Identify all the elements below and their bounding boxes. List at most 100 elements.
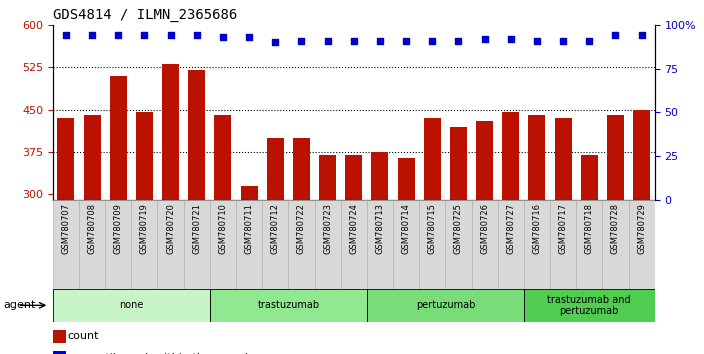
Bar — [476, 121, 493, 200]
Bar — [550, 200, 576, 289]
Text: trastuzumab and
pertuzumab: trastuzumab and pertuzumab — [548, 295, 631, 316]
Text: GSM780717: GSM780717 — [558, 202, 567, 254]
Text: GSM780727: GSM780727 — [506, 202, 515, 254]
Text: GSM780724: GSM780724 — [349, 202, 358, 253]
Text: pertuzumab: pertuzumab — [415, 300, 475, 310]
Point — [505, 36, 517, 42]
Point — [61, 33, 72, 38]
Text: GSM780719: GSM780719 — [140, 202, 149, 253]
Text: GSM780721: GSM780721 — [192, 202, 201, 253]
Point — [218, 34, 229, 40]
Text: none: none — [119, 300, 144, 310]
Bar — [267, 138, 284, 200]
Point — [453, 38, 464, 44]
Bar — [110, 76, 127, 200]
Bar — [162, 64, 179, 200]
Bar — [581, 155, 598, 200]
Bar — [319, 155, 336, 200]
Bar — [53, 200, 79, 289]
Point — [191, 33, 202, 38]
Bar — [58, 118, 75, 200]
Text: GSM780720: GSM780720 — [166, 202, 175, 253]
Point — [636, 33, 647, 38]
Text: GSM780729: GSM780729 — [637, 202, 646, 253]
Point — [375, 38, 386, 44]
Text: GSM780718: GSM780718 — [585, 202, 593, 254]
Bar — [502, 112, 520, 200]
Bar — [607, 115, 624, 200]
Bar — [210, 289, 367, 322]
Text: GSM780709: GSM780709 — [114, 202, 122, 253]
Point — [87, 33, 98, 38]
Bar — [372, 152, 389, 200]
Text: GSM780728: GSM780728 — [611, 202, 620, 254]
Text: percentile rank within the sample: percentile rank within the sample — [68, 353, 255, 354]
Bar — [367, 289, 524, 322]
Bar — [236, 200, 262, 289]
Bar — [419, 200, 446, 289]
Bar — [293, 138, 310, 200]
Point — [532, 38, 543, 44]
Bar — [79, 200, 105, 289]
Bar — [84, 115, 101, 200]
Bar — [188, 70, 206, 200]
Point — [244, 34, 255, 40]
Text: trastuzumab: trastuzumab — [257, 300, 320, 310]
Point — [139, 33, 150, 38]
Text: GSM780715: GSM780715 — [428, 202, 436, 253]
Point — [584, 38, 595, 44]
Bar — [424, 118, 441, 200]
Text: GSM780726: GSM780726 — [480, 202, 489, 254]
Bar — [629, 200, 655, 289]
Bar — [555, 118, 572, 200]
Point — [348, 38, 360, 44]
Text: GSM780708: GSM780708 — [87, 202, 96, 254]
Bar — [524, 289, 655, 322]
Bar — [262, 200, 289, 289]
Point — [113, 33, 124, 38]
Bar — [315, 200, 341, 289]
Bar — [576, 200, 603, 289]
Point — [322, 38, 333, 44]
Text: GSM780723: GSM780723 — [323, 202, 332, 254]
Text: GSM780707: GSM780707 — [61, 202, 70, 254]
Point — [558, 38, 569, 44]
Bar — [393, 200, 419, 289]
Bar — [498, 200, 524, 289]
Bar — [105, 200, 132, 289]
Text: GSM780722: GSM780722 — [297, 202, 306, 253]
Point — [270, 40, 281, 45]
Text: GDS4814 / ILMN_2365686: GDS4814 / ILMN_2365686 — [53, 8, 237, 22]
Bar — [136, 112, 153, 200]
Text: agent: agent — [4, 300, 36, 310]
Text: GSM780712: GSM780712 — [271, 202, 279, 253]
Bar — [524, 200, 550, 289]
Bar — [603, 200, 629, 289]
Point — [479, 36, 490, 42]
Point — [401, 38, 412, 44]
Bar — [450, 126, 467, 200]
Bar — [215, 115, 232, 200]
Bar — [446, 200, 472, 289]
Text: GSM780716: GSM780716 — [532, 202, 541, 254]
Bar — [398, 158, 415, 200]
Bar — [367, 200, 393, 289]
Bar — [53, 289, 210, 322]
Point — [296, 38, 307, 44]
Text: GSM780710: GSM780710 — [218, 202, 227, 253]
Bar — [210, 200, 236, 289]
Bar — [345, 155, 363, 200]
Point — [427, 38, 438, 44]
Bar — [53, 351, 65, 354]
Text: GSM780725: GSM780725 — [454, 202, 463, 253]
Text: GSM780711: GSM780711 — [244, 202, 253, 253]
Bar — [184, 200, 210, 289]
Bar — [472, 200, 498, 289]
Bar — [529, 115, 546, 200]
Bar — [341, 200, 367, 289]
Text: count: count — [68, 331, 99, 341]
Text: GSM780713: GSM780713 — [375, 202, 384, 254]
Bar — [53, 330, 65, 343]
Bar — [241, 186, 258, 200]
Text: GSM780714: GSM780714 — [401, 202, 410, 253]
